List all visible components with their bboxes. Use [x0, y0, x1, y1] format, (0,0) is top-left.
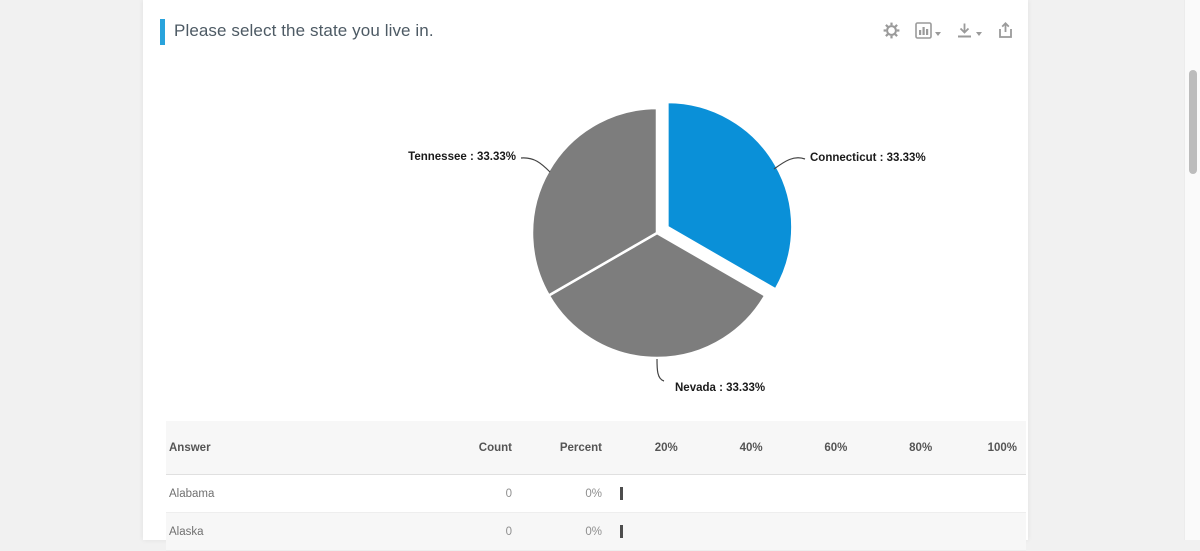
- chart-type-button[interactable]: [915, 22, 941, 39]
- question-header: Please select the state you live in.: [143, 0, 1028, 64]
- download-button[interactable]: [956, 22, 982, 39]
- table-row-alabama: Alabama 0 0%: [166, 475, 1026, 513]
- download-icon: [958, 23, 971, 38]
- percent-cell: 0%: [585, 487, 602, 500]
- scale-tick-80: 80%: [909, 441, 933, 454]
- percent-bar: [620, 487, 623, 500]
- count-cell: 0: [505, 525, 512, 538]
- question-card: Please select the state you live in.: [143, 0, 1028, 551]
- vertical-scrollbar-thumb[interactable]: [1189, 70, 1197, 174]
- scale-tick-20: 20%: [654, 441, 678, 454]
- chevron-down-icon: [976, 32, 982, 36]
- column-header-count: Count: [478, 441, 512, 454]
- answer-table: Answer Count Percent 20% 40% 60% 80% 100…: [166, 421, 1026, 551]
- gear-icon: [883, 22, 900, 39]
- question-title: Please select the state you live in.: [174, 21, 434, 40]
- pie-label-connecticut: Connecticut : 33.33%: [810, 152, 926, 164]
- answer-cell: Alaska: [169, 525, 204, 538]
- scale-tick-40: 40%: [739, 441, 763, 454]
- percent-cell: 0%: [585, 525, 602, 538]
- scale-tick-60: 60%: [824, 441, 848, 454]
- pie-slice-connecticut[interactable]: [666, 100, 794, 291]
- scale-tick-100: 100%: [987, 441, 1017, 454]
- chevron-down-icon: [935, 32, 941, 36]
- leader-line-tennessee: [520, 157, 551, 173]
- table-header-row: Answer Count Percent 20% 40% 60% 80% 100…: [166, 421, 1026, 475]
- vertical-scrollbar-track[interactable]: [1184, 0, 1200, 540]
- table-row-alaska: Alaska 0 0%: [166, 513, 1026, 551]
- settings-button[interactable]: [883, 22, 900, 39]
- pie-slice-nevada[interactable]: [547, 231, 767, 360]
- leader-line-nevada: [656, 358, 665, 382]
- share-export-icon: [999, 22, 1012, 38]
- column-header-percent: Percent: [559, 441, 602, 454]
- leader-line-connecticut: [773, 157, 806, 170]
- count-cell: 0: [505, 487, 512, 500]
- chart-toolbar: [883, 22, 1014, 39]
- column-header-answer: Answer: [169, 441, 211, 454]
- question-accent-bar: [160, 19, 165, 45]
- bar-chart-icon: [915, 22, 932, 39]
- percent-bar: [620, 525, 623, 538]
- pie-label-nevada: Nevada : 33.33%: [675, 382, 766, 394]
- answer-cell: Alabama: [169, 487, 215, 500]
- pie-chart: Tennessee : 33.33% Connecticut : 33.33% …: [143, 0, 1028, 420]
- percent-bar-cell: [602, 487, 1026, 500]
- percent-bar-cell: [602, 525, 1026, 538]
- pie-label-tennessee: Tennessee : 33.33%: [408, 151, 516, 163]
- share-button[interactable]: [997, 22, 1014, 39]
